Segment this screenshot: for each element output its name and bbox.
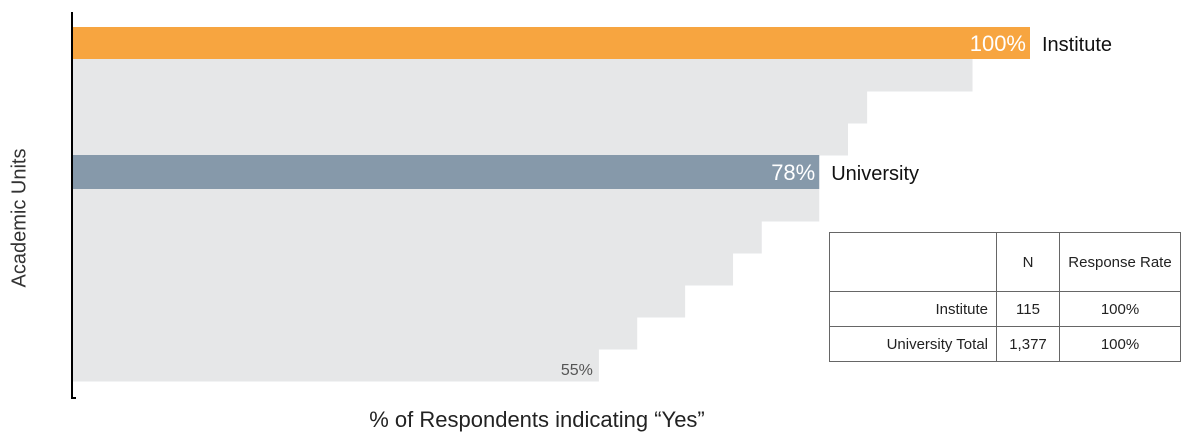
table-header-row: N Response Rate (829, 232, 1181, 292)
bar-university (72, 155, 820, 189)
y-axis-title-container: Academic Units (0, 0, 40, 400)
table-header-cell (829, 232, 997, 292)
table-cell: 115 (996, 291, 1060, 327)
bar (72, 253, 734, 286)
value-label: 78% (771, 160, 815, 185)
table-cell: Institute (829, 291, 997, 327)
value-label: 100% (970, 31, 1026, 56)
bar (72, 123, 848, 156)
bar-institute (72, 27, 1030, 59)
response-rate-table: N Response Rate Institute 115 100% Unive… (829, 232, 1181, 362)
category-label: Institute (1042, 34, 1112, 56)
table-header-cell: N (996, 232, 1060, 292)
table-row: University Total 1,377 100% (829, 326, 1181, 362)
bar (72, 349, 599, 382)
category-label: University (831, 163, 919, 185)
min-value-label: 55% (561, 362, 593, 379)
table-cell: 100% (1059, 326, 1181, 362)
table-row: Institute 115 100% (829, 291, 1181, 327)
bar (72, 285, 686, 318)
bar (72, 317, 638, 350)
table-header-cell: Response Rate (1059, 232, 1181, 292)
bar (72, 59, 973, 92)
y-axis-title: Academic Units (8, 148, 31, 288)
bar (72, 189, 820, 222)
bar (72, 221, 762, 254)
bar (72, 91, 868, 124)
table-cell: 1,377 (996, 326, 1060, 362)
x-axis-title: % of Respondents indicating “Yes” (369, 407, 705, 432)
table-cell: University Total (829, 326, 997, 362)
table-cell: 100% (1059, 291, 1181, 327)
